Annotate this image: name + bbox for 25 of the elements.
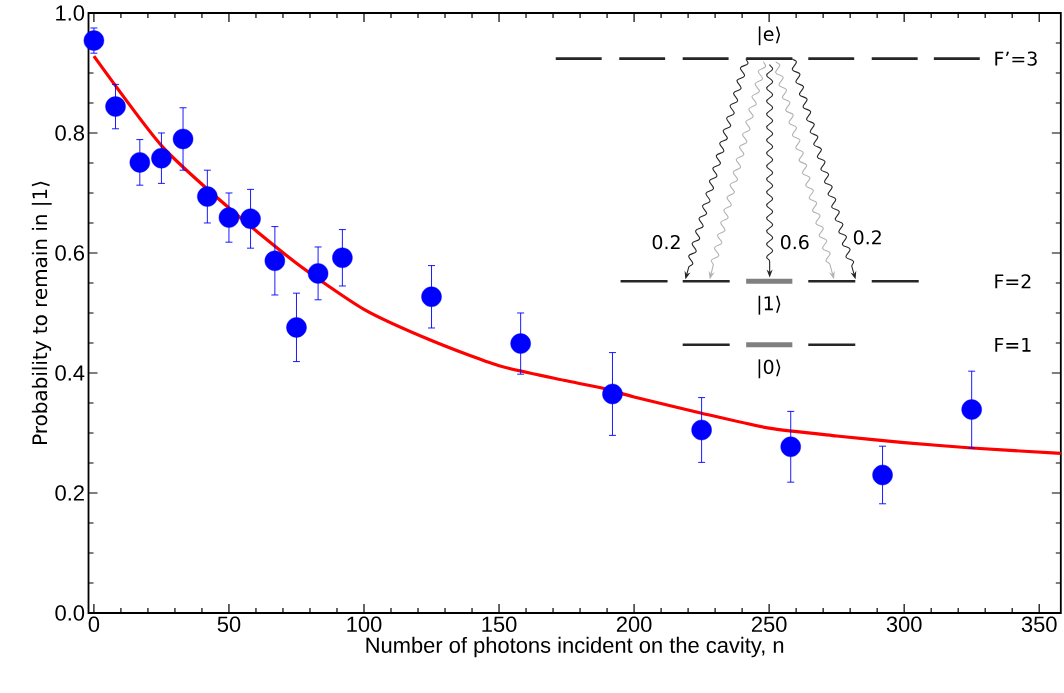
x-tick-label: 300 — [886, 616, 922, 633]
annotation: 0.6 — [780, 235, 809, 250]
x-tick-label: 200 — [616, 616, 652, 633]
x-tick-label: 100 — [347, 616, 382, 633]
x-tick-label: 250 — [751, 616, 787, 633]
x-axis-title: Number of photons incident on the cavity, n — [366, 636, 784, 658]
y-tick-label: 0.6 — [55, 245, 85, 261]
annotation: |0⟩ — [758, 359, 781, 379]
x-tick-label: 50 — [217, 616, 241, 633]
annotation: 0.2 — [652, 235, 680, 250]
annotation: F=1 — [995, 337, 1031, 352]
x-tick-label: 150 — [482, 616, 517, 633]
annotation: F’=3 — [995, 51, 1037, 66]
x-tick-label: 0 — [88, 616, 100, 633]
annotation: |e⟩ — [758, 26, 781, 46]
y-tick-label: 1.0 — [56, 5, 85, 21]
y-axis-title: Probability to remain in |1⟩ — [31, 181, 52, 444]
annotation: 0.2 — [853, 230, 881, 245]
y-tick-label: 0.8 — [55, 125, 85, 141]
annotation: |1⟩ — [758, 295, 781, 315]
y-tick-label: 0.4 — [55, 365, 85, 381]
x-tick-label: 350 — [1021, 616, 1057, 633]
annotation: F=2 — [995, 274, 1031, 289]
y-tick-label: 0.2 — [55, 485, 84, 501]
y-tick-label: 0.0 — [55, 605, 85, 621]
